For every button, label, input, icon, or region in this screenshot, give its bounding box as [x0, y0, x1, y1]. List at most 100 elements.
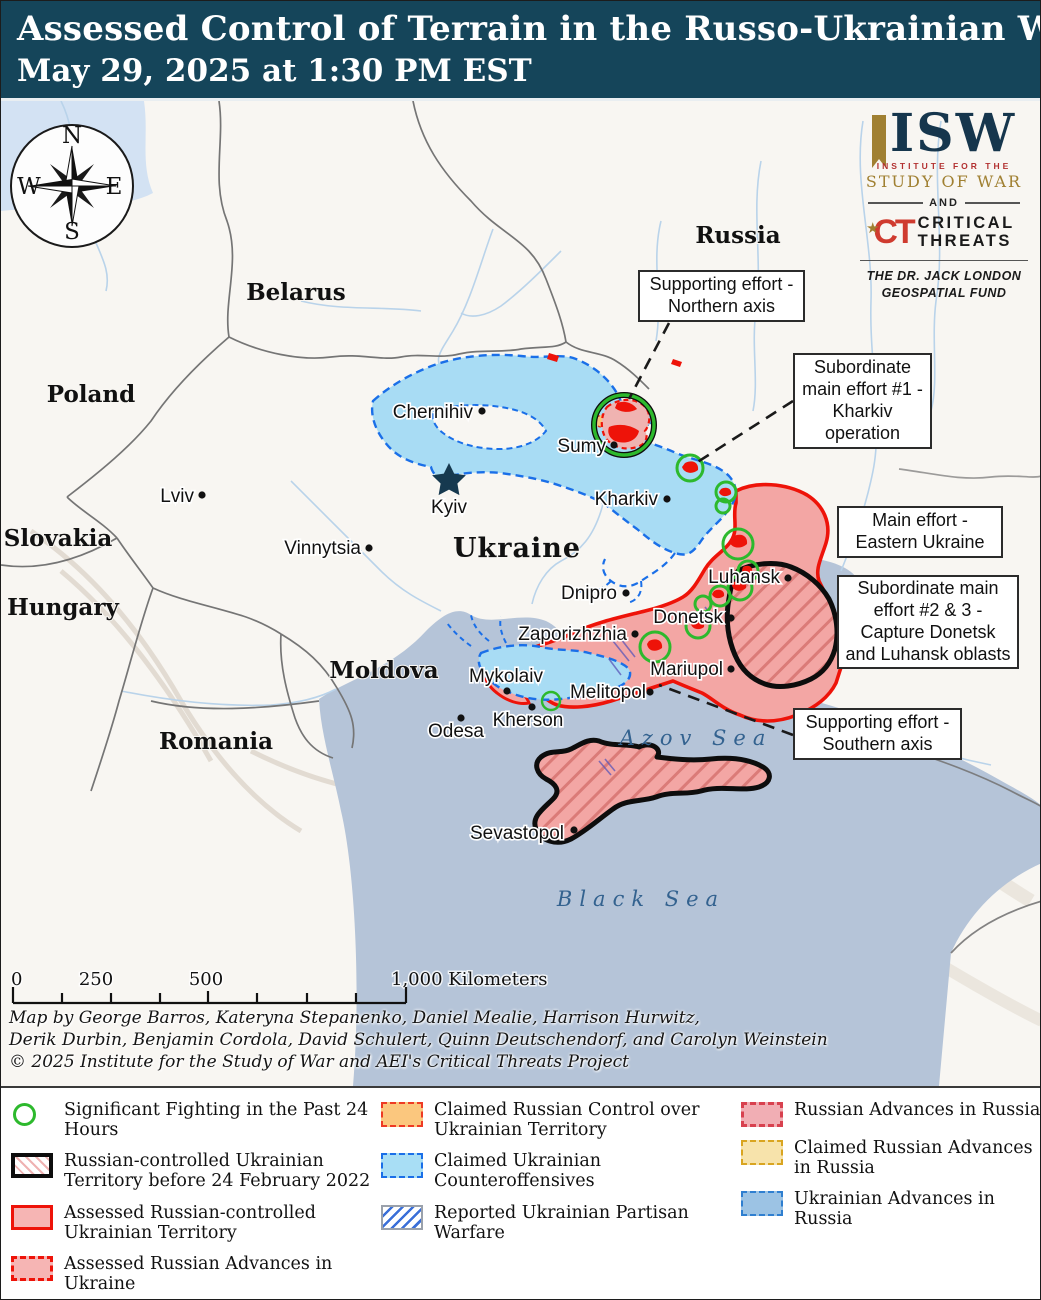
assessed-russian-controlled-swatch-icon — [11, 1204, 53, 1230]
callout-connectors — [627, 322, 794, 737]
assessed-russian-advances-swatch-icon — [11, 1255, 53, 1281]
claimed-russian-advances-in-russia-swatch-icon — [741, 1140, 783, 1165]
legend-column-2: Claimed Russian Control over Ukrainian T… — [381, 1100, 741, 1299]
compass-east-label: E — [106, 174, 123, 200]
legend-item-claimed-ukrainian-counteroffensives: Claimed Ukrainian Counteroffensives — [381, 1151, 741, 1191]
fund-line2: GEOSPATIAL FUND — [881, 285, 1007, 300]
crimea-pre2022-area — [532, 737, 772, 845]
city-label-mykolaiv: Mykolaiv — [469, 666, 543, 687]
callout-main-effort-eastern-ukraine: Main effort - Eastern Ukraine — [837, 506, 1003, 558]
city-dots — [198, 407, 792, 834]
city-label-sevastopol: Sevastopol — [470, 823, 564, 844]
map-date: May 29, 2025 at 1:30 PM EST — [17, 53, 532, 89]
legend-item-significant-fighting: Significant Fighting in the Past 24 Hour… — [11, 1100, 381, 1140]
city-label-kyiv: Kyiv — [431, 497, 467, 518]
city-label-vinnytsia: Vinnytsia — [284, 538, 361, 559]
map-legend: Significant Fighting in the Past 24 Hour… — [1, 1086, 1040, 1299]
fund-line1: THE DR. JACK LONDON — [866, 269, 1022, 283]
map-title: Assessed Control of Terrain in the Russo… — [17, 9, 1041, 49]
claimed-ua-counteroffensive-south — [446, 614, 632, 701]
compass-west-label: W — [17, 174, 41, 200]
callout-northern-axis: Supporting effort - Northern axis — [638, 270, 805, 322]
city-label-mariupol: Mariupol — [650, 659, 723, 680]
isw-acronym: ISW — [889, 103, 1017, 164]
partisan-warfare-swatch-icon — [381, 1204, 423, 1230]
callout-capture-donetsk-luhansk: Subordinate main effort #2 & 3 - Capture… — [837, 575, 1019, 669]
country-borders — [1, 101, 1040, 954]
country-label-belarus: Belarus — [246, 279, 346, 306]
country-label-ukraine: Ukraine — [453, 533, 581, 564]
legend-item-ukrainian-advances-in-russia: Ukrainian Advances in Russia — [741, 1189, 1040, 1229]
russian-advances-in-russia-swatch-icon — [741, 1102, 783, 1127]
country-labels: Russia Belarus Poland Slovakia Hungary M… — [3, 221, 782, 756]
country-label-poland: Poland — [47, 381, 135, 408]
scale-label-0: 0 — [11, 969, 22, 990]
legend-item-assessed-russian-controlled: Assessed Russian-controlled Ukrainian Te… — [11, 1203, 381, 1243]
city-label-sumy: Sumy — [557, 436, 606, 457]
city-label-lviv: Lviv — [160, 486, 194, 507]
country-label-romania: Romania — [159, 728, 273, 755]
city-label-dnipro: Dnipro — [561, 583, 617, 604]
city-label-luhansk: Luhansk — [708, 567, 780, 588]
fighting-circles — [540, 453, 760, 712]
red-advance-patches — [647, 461, 753, 651]
map-title-banner: Assessed Control of Terrain in the Russo… — [1, 1, 1040, 101]
legend-item-claimed-russian-control: Claimed Russian Control over Ukrainian T… — [381, 1100, 741, 1140]
scale-label-250: 250 — [79, 969, 113, 990]
isw-ct-logo-block: ISW ★ INSTITUTE FOR THE STUDY OF WAR AND… — [860, 103, 1028, 302]
legend-item-russian-advances-in-russia: Russian Advances in Russia — [741, 1100, 1040, 1127]
city-label-odesa: Odesa — [428, 721, 484, 742]
credits-line3: © 2025 Institute for the Study of War an… — [9, 1052, 629, 1073]
city-label-zaporizhzhia: Zaporizhzhia — [518, 624, 627, 645]
city-label-melitopol: Melitopol — [570, 682, 646, 703]
kursk-fighting-circle — [591, 392, 657, 458]
isw-institute-line: INSTITUTE FOR THE — [876, 161, 1012, 171]
kyiv-star-marker — [432, 463, 466, 496]
and-label: AND — [929, 197, 959, 209]
callout-southern-axis: Supporting effort - Southern axis — [793, 708, 962, 760]
legend-item-assessed-russian-advances: Assessed Russian Advances in Ukraine — [11, 1254, 381, 1294]
geospatial-fund-credit: THE DR. JACK LONDON GEOSPATIAL FUND — [860, 260, 1028, 302]
sea-label-black: Black Sea — [556, 887, 725, 911]
claimed-ua-counteroffensive-north — [370, 353, 737, 604]
divider-line-right — [964, 202, 1020, 204]
ct-critical-label: CRITICAL — [917, 214, 1015, 233]
credits-line2: Derik Durbin, Benjamin Cordola, David Sc… — [9, 1030, 828, 1051]
isw-ribbon-icon — [871, 115, 886, 168]
claimed-ukrainian-counteroffensives-swatch-icon — [381, 1153, 423, 1179]
pre2022-territory-swatch-icon — [11, 1153, 53, 1179]
city-label-donetsk: Donetsk — [653, 607, 723, 628]
country-label-hungary: Hungary — [7, 594, 119, 621]
divider-line-left — [868, 202, 924, 204]
legend-column-3: Russian Advances in Russia Claimed Russi… — [741, 1100, 1040, 1299]
legend-column-1: Significant Fighting in the Past 24 Hour… — [11, 1100, 381, 1299]
callout-kharkiv-operation: Subordinate main effort #1 - Kharkiv ope… — [793, 353, 932, 449]
critical-threats-logo: CT CRITICAL THREATS — [860, 213, 1028, 252]
city-label-kharkiv: Kharkiv — [595, 489, 659, 510]
country-label-moldova: Moldova — [329, 657, 438, 684]
claimed-russian-control-swatch-icon — [381, 1102, 423, 1127]
compass-rose: N E S W — [10, 123, 134, 248]
map-credits: Map by George Barros, Kateryna Stepanenk… — [9, 1007, 828, 1073]
ct-threats-label: THREATS — [917, 231, 1012, 250]
credits-line1: Map by George Barros, Kateryna Stepanenk… — [9, 1008, 700, 1028]
sea-labels: Azov Sea Black Sea — [556, 726, 773, 911]
isw-study-of-war-line: STUDY OF WAR — [865, 172, 1023, 191]
legend-item-partisan-warfare: Reported Ukrainian Partisan Warfare — [381, 1203, 741, 1243]
city-label-kherson: Kherson — [493, 710, 564, 731]
compass-south-label: S — [64, 219, 80, 245]
isw-logo: ISW — [860, 103, 1028, 168]
legend-item-pre2022-territory: Russian-controlled Ukrainian Territory b… — [11, 1151, 381, 1191]
ukrainian-advances-in-russia-swatch-icon — [741, 1191, 783, 1217]
sea-label-azov: Azov Sea — [618, 726, 773, 750]
city-label-chernihiv: Chernihiv — [393, 402, 474, 423]
scale-label-500: 500 — [189, 969, 223, 990]
legend-item-claimed-russian-advances-in-russia: Claimed Russian Advances in Russia — [741, 1138, 1040, 1178]
compass-north-label: N — [62, 123, 82, 149]
significant-fighting-swatch-icon — [11, 1102, 53, 1127]
scale-bar: 0 250 500 1,000 Kilometers — [10, 968, 549, 1005]
city-labels: Chernihiv Sumy Kyiv Lviv Kharkiv Vinnyts… — [159, 400, 782, 845]
ct-monogram-icon: CT — [873, 213, 915, 251]
country-label-russia: Russia — [695, 222, 780, 249]
